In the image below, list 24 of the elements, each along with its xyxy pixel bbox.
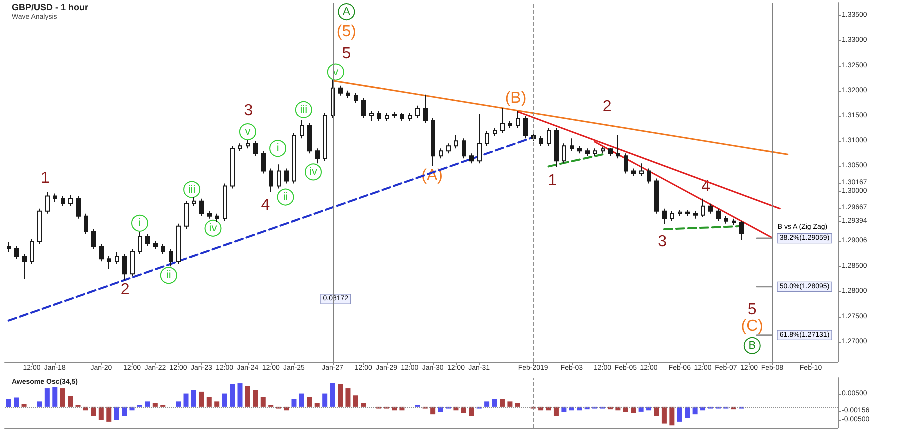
annotation: (B) bbox=[505, 90, 527, 107]
annotation: 4 bbox=[261, 196, 270, 214]
annotation: 1 bbox=[548, 172, 558, 190]
annotation: ii bbox=[166, 270, 172, 282]
annotation: 1 bbox=[41, 170, 50, 188]
annotation: 3 bbox=[244, 102, 254, 120]
annotation: 5 bbox=[748, 301, 757, 318]
annotation: iii bbox=[188, 184, 196, 196]
annotation: B bbox=[748, 340, 756, 352]
annotation: (5) bbox=[336, 24, 356, 41]
annotation: iii bbox=[300, 104, 308, 116]
annotation: 5 bbox=[342, 46, 352, 63]
annotation: i bbox=[276, 142, 280, 155]
annotation: 2 bbox=[602, 98, 612, 116]
annotation: ii bbox=[283, 191, 288, 204]
annotation: 3 bbox=[658, 234, 668, 250]
chart-title: GBP/USD - 1 hour bbox=[12, 2, 89, 12]
annotation: iv bbox=[209, 222, 218, 234]
annotation: iv bbox=[310, 166, 318, 178]
annotation: (C) bbox=[741, 318, 764, 335]
annotation: 2 bbox=[120, 282, 130, 299]
annotation: i bbox=[138, 217, 142, 230]
annotation: v bbox=[245, 126, 252, 138]
annotation: A bbox=[343, 6, 352, 18]
